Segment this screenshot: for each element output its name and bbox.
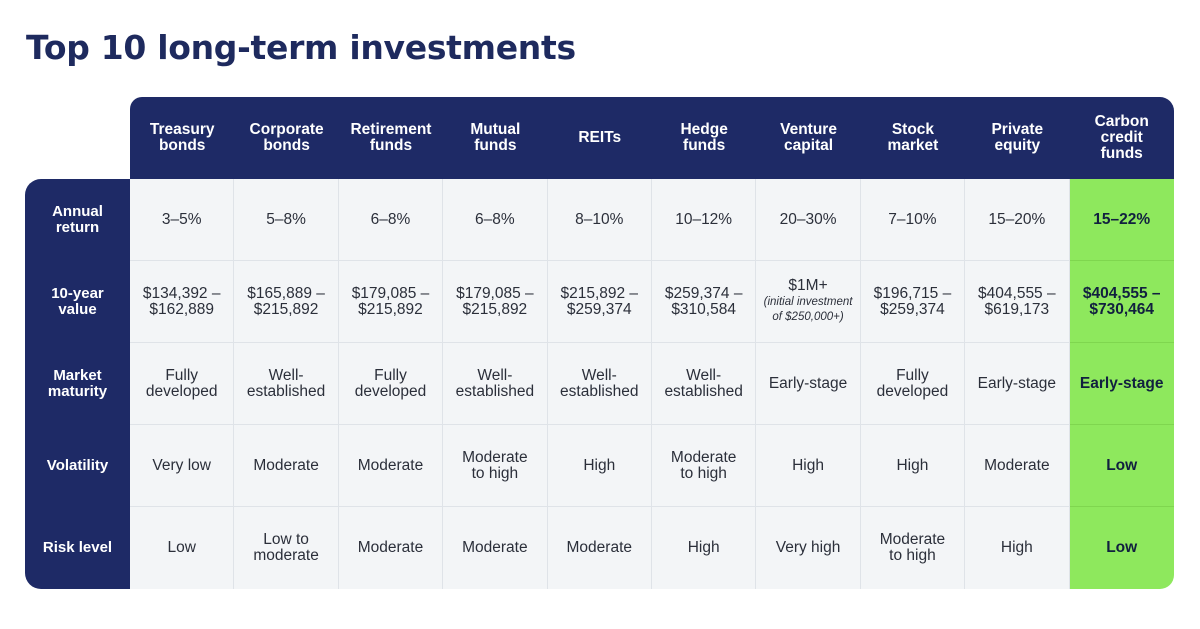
table-corner xyxy=(25,97,130,179)
table-cell: Moderate xyxy=(338,507,444,589)
column-header-carbon-credit-funds: Carbon credit funds xyxy=(1069,97,1174,179)
table-cell: 20–30% xyxy=(756,179,861,261)
table-cell: $165,889 – $215,892 xyxy=(234,261,339,343)
table-cell-venture-value: $1M+ (initial investment of $250,000+) xyxy=(756,261,861,343)
table-cell: High xyxy=(756,425,861,507)
table-cell: Fully developed xyxy=(130,343,235,425)
highlight-cell: 15–22% xyxy=(1069,179,1174,261)
table-cell: Well- established xyxy=(651,343,757,425)
highlight-cell: $404,555 – $730,464 xyxy=(1069,261,1174,343)
column-header-venture-capital: Venture capital xyxy=(756,97,861,179)
highlight-cell: Early-stage xyxy=(1069,343,1174,425)
highlight-cell: Low xyxy=(1069,425,1174,507)
row-header-volatility: Volatility xyxy=(25,425,130,507)
table-cell: 15–20% xyxy=(965,179,1070,261)
table-cell: Low xyxy=(130,507,235,589)
table-cell: Early-stage xyxy=(965,343,1070,425)
table-cell: $179,085 – $215,892 xyxy=(338,261,444,343)
column-header-treasury-bonds: Treasury bonds xyxy=(130,97,235,179)
table-cell: $404,555 – $619,173 xyxy=(965,261,1070,343)
table-cell: Fully developed xyxy=(860,343,966,425)
table-cell: High xyxy=(965,507,1070,589)
table-cell: $215,892 – $259,374 xyxy=(547,261,652,343)
column-header-reits: REITs xyxy=(547,97,652,179)
table-cell: Very low xyxy=(130,425,235,507)
table-cell: Very high xyxy=(756,507,861,589)
table-cell: 6–8% xyxy=(338,179,444,261)
column-header-corporate-bonds: Corporate bonds xyxy=(234,97,339,179)
highlight-cell: Low xyxy=(1069,507,1174,589)
table-cell: 6–8% xyxy=(443,179,548,261)
table-cell: Low to moderate xyxy=(234,507,339,589)
table-cell: 7–10% xyxy=(860,179,966,261)
table-cell: Fully developed xyxy=(338,343,444,425)
table-cell: $259,374 – $310,584 xyxy=(651,261,757,343)
page-title: Top 10 long-term investments xyxy=(26,28,576,67)
table-cell: Well- established xyxy=(547,343,652,425)
table-cell: $179,085 – $215,892 xyxy=(443,261,548,343)
table-cell: High xyxy=(860,425,966,507)
table-cell: 3–5% xyxy=(130,179,235,261)
table-cell: Moderate to high xyxy=(860,507,966,589)
table-cell: Moderate xyxy=(338,425,444,507)
table-cell: 5–8% xyxy=(234,179,339,261)
table-cell: Moderate xyxy=(443,507,548,589)
table-cell: High xyxy=(651,507,757,589)
value-footnote: (initial investment of $250,000+) xyxy=(763,296,853,323)
table-cell: Moderate xyxy=(234,425,339,507)
table-cell: $134,392 – $162,889 xyxy=(130,261,235,343)
table-cell: Moderate to high xyxy=(443,425,548,507)
column-header-retirement-funds: Retirement funds xyxy=(338,97,444,179)
row-header-10-year-value: 10-year value xyxy=(25,261,130,343)
table-cell: Moderate to high xyxy=(651,425,757,507)
table-cell: Well- established xyxy=(443,343,548,425)
column-header-private-equity: Private equity xyxy=(965,97,1070,179)
table-cell: Moderate xyxy=(547,507,652,589)
row-header-annual-return: Annual return xyxy=(25,179,130,261)
comparison-table: Treasury bonds Corporate bonds Retiremen… xyxy=(25,97,1174,589)
row-header-market-maturity: Market maturity xyxy=(25,343,130,425)
table-cell: 10–12% xyxy=(651,179,757,261)
table-cell: Early-stage xyxy=(756,343,861,425)
value-text: $1M+ xyxy=(788,277,828,294)
column-header-stock-market: Stock market xyxy=(860,97,966,179)
row-header-risk-level: Risk level xyxy=(25,507,130,589)
table-cell: Moderate xyxy=(965,425,1070,507)
column-header-hedge-funds: Hedge funds xyxy=(651,97,757,179)
table-cell: Well- established xyxy=(234,343,339,425)
table-cell: 8–10% xyxy=(547,179,652,261)
table-cell: $196,715 – $259,374 xyxy=(860,261,966,343)
column-header-mutual-funds: Mutual funds xyxy=(443,97,548,179)
table-cell: High xyxy=(547,425,652,507)
